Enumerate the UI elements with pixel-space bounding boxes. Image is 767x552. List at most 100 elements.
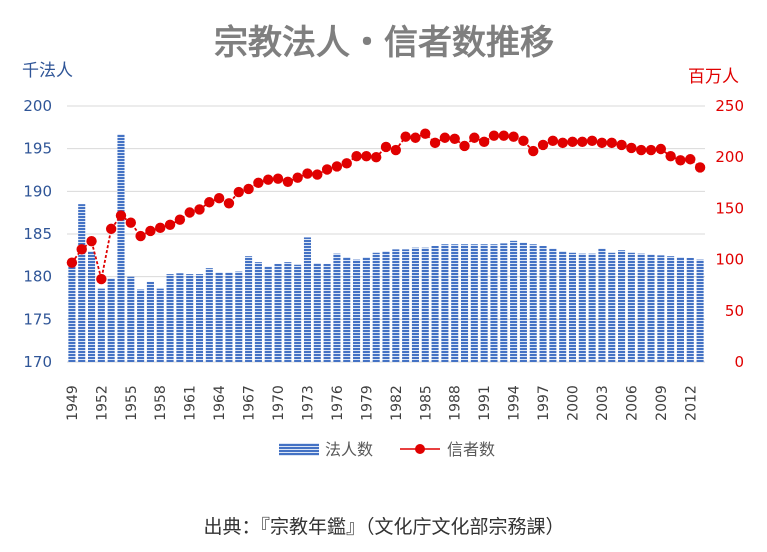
bar (195, 274, 204, 362)
line-point (351, 150, 362, 162)
line-point (96, 273, 107, 285)
line-point (341, 158, 352, 169)
bar (667, 256, 675, 362)
line-point (685, 154, 696, 165)
bar (637, 253, 645, 362)
x-tick-label: 2006 (624, 385, 640, 421)
line-point (243, 183, 254, 195)
line-point (537, 139, 549, 151)
bar (460, 244, 469, 362)
line-point (292, 172, 303, 183)
x-tick-label: 1964 (212, 385, 228, 421)
line-point (606, 137, 617, 149)
x-tick-label: 1967 (242, 385, 258, 421)
line-point (567, 136, 578, 148)
line-point (272, 173, 284, 184)
left-tick-label: 175 (23, 310, 52, 328)
line-point (478, 136, 490, 148)
line-point (488, 130, 500, 141)
bar (657, 255, 665, 362)
bar (245, 256, 253, 362)
source-note: 出典：『宗教年鑑』（文化庁文化部宗務課） (203, 516, 564, 538)
line-series (66, 128, 706, 285)
right-axis-unit: 百万人 (688, 67, 739, 87)
line-point (263, 174, 274, 185)
bar (559, 251, 567, 362)
x-tick-label: 1961 (183, 385, 199, 421)
line-point (508, 131, 519, 142)
bar (343, 257, 351, 362)
bar (431, 245, 439, 362)
bar (78, 204, 86, 362)
bar (490, 244, 498, 362)
line-point (449, 133, 460, 144)
bar (519, 242, 527, 362)
line-point (174, 214, 186, 225)
bar (68, 258, 76, 362)
bar (470, 244, 478, 362)
bar (284, 262, 292, 362)
bar (146, 281, 154, 362)
line-point (626, 142, 637, 154)
bar (323, 263, 331, 362)
line-point (547, 135, 559, 147)
bar (225, 272, 233, 362)
line-point (694, 162, 706, 173)
line-point (420, 128, 431, 139)
line-point (518, 135, 529, 147)
bar (392, 249, 400, 362)
bar (313, 263, 321, 362)
bar (421, 247, 429, 362)
line-point (400, 131, 411, 142)
x-tick-label: 1979 (359, 385, 375, 421)
bar (627, 252, 635, 362)
line-point (312, 169, 323, 180)
left-tick-label: 200 (23, 97, 52, 115)
x-tick-label: 1991 (477, 385, 493, 421)
line-point (135, 230, 146, 242)
bar (647, 254, 655, 362)
line-point (675, 155, 686, 166)
line-point (596, 137, 608, 149)
x-tick-label: 1955 (124, 385, 140, 421)
line-point (145, 225, 156, 237)
bar (254, 262, 262, 362)
bar (215, 272, 223, 362)
line-point (459, 140, 470, 152)
legend: 法人数 信者数 (279, 440, 495, 459)
bar (696, 259, 704, 362)
line-point (616, 139, 627, 151)
bar (411, 247, 419, 362)
x-tick-label: 1982 (389, 385, 405, 421)
right-tick-label: 250 (715, 97, 744, 115)
legend-bar-swatch (279, 443, 319, 456)
line-point (380, 141, 392, 153)
x-tick-label: 1988 (448, 385, 464, 421)
x-tick-label: 1958 (153, 385, 169, 421)
line-point (390, 144, 402, 156)
line-point (439, 132, 451, 143)
right-tick-label: 150 (715, 199, 744, 217)
bar (88, 251, 96, 362)
left-tick-label: 190 (23, 182, 52, 200)
line-point (361, 150, 372, 162)
line-point (155, 222, 166, 234)
bar (235, 271, 243, 362)
line-point (498, 130, 509, 141)
right-tick-label: 0 (734, 353, 744, 371)
bar (382, 251, 390, 362)
line-point (302, 168, 313, 179)
x-tick-label: 1973 (300, 385, 316, 421)
line-point (223, 198, 235, 209)
bar-series (68, 134, 704, 362)
x-tick-label: 2003 (595, 385, 611, 421)
left-axis-unit: 千法人 (22, 61, 73, 81)
bar (176, 273, 184, 362)
left-tick-label: 185 (23, 225, 52, 243)
bar (510, 240, 518, 362)
x-tick-label: 2012 (683, 385, 699, 421)
bar (539, 245, 547, 362)
bar (608, 252, 616, 362)
bar (274, 263, 282, 362)
x-tick-label: 2000 (565, 385, 581, 421)
